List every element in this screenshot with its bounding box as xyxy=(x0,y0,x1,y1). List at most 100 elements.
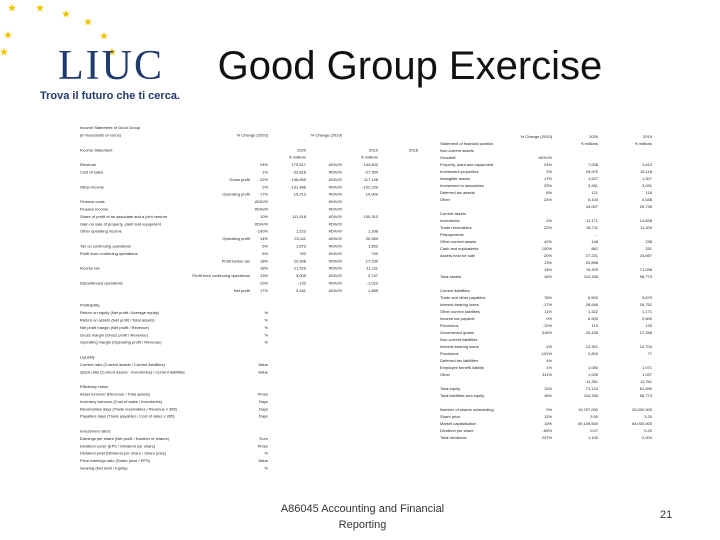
sheet-cell: 18,711 xyxy=(586,225,599,230)
sheet-cell: -27,354 xyxy=(364,169,378,174)
sheet-cell: 12,704 xyxy=(640,344,653,349)
sheet-cell: Dividend yield (Dividend per share / Sha… xyxy=(80,451,167,456)
sheet-cell: #DIV/0! xyxy=(329,273,342,278)
sheet-cell: Finance costs xyxy=(80,199,105,204)
sheet-cell: 144,502 xyxy=(364,162,379,167)
sheet-cell: #DIV/0! xyxy=(329,206,342,211)
sheet-cell: 20,898 xyxy=(586,260,599,265)
sheet-cell: Number of shares outstanding xyxy=(440,407,494,412)
sheet-cell: 13% xyxy=(544,260,552,265)
sheet-cell: 24% xyxy=(544,162,552,167)
sheet-cell: 1,100 xyxy=(588,435,599,440)
sheet-cell: Current ratio (Current assets / Current … xyxy=(80,362,166,367)
sheet-cell: #DIV/0! xyxy=(255,221,268,226)
sheet-cell: 1,527 xyxy=(588,176,599,181)
sheet-cell: Profit from continuing operations xyxy=(192,273,250,278)
sheet-cell: 14,828 xyxy=(640,218,653,223)
sheet-cell: -11,529 xyxy=(293,266,307,271)
sheet-cell: 34,007 xyxy=(586,204,599,209)
sheet-cell: Dividend per share xyxy=(440,428,474,433)
sheet-cell: 740 xyxy=(371,251,378,256)
sheet-cell: Gain on sale of property, plant and equi… xyxy=(80,221,162,226)
sheet-cell: Days xyxy=(259,399,268,404)
sheet-cell: Operating margin (Operating profit / Rev… xyxy=(80,340,162,345)
sheet-cell: 14% xyxy=(544,267,552,272)
sheet-cell: 4,548 xyxy=(642,197,653,202)
sheet-cell: #DIV/0! xyxy=(329,243,342,248)
sheet-cell: Provisions xyxy=(440,351,458,356)
sheet-cell: Earnings per share (Net profit / Number … xyxy=(80,436,170,441)
sheet-cell: #DIV/0! xyxy=(329,288,342,293)
sheet-cell: Assets held for sale xyxy=(440,253,476,258)
sheet-cell: 1,852 xyxy=(368,243,379,248)
sheet-cell: 20,000,000 xyxy=(632,407,653,412)
sheet-cell: Investment in associates xyxy=(440,183,484,188)
sheet-cell: Other operating income xyxy=(80,229,123,234)
sheet-cell: Liquidity xyxy=(80,354,95,359)
sheet-cell: Value xyxy=(258,369,269,374)
sheet-cell: Return on assets (Net profit / Total ass… xyxy=(80,317,155,322)
sheet-cell: 6% xyxy=(262,251,268,256)
sheet-cell: Share price xyxy=(440,414,461,419)
sheet-cell: Price earnings ratio (Share price / EPS) xyxy=(80,458,151,463)
sheet-cell: (in thousands of euros) xyxy=(80,132,122,137)
sheet-cell: 179,517 xyxy=(292,162,307,167)
sheet-cell: 2,800 xyxy=(588,351,599,356)
sheet-cell: -32,818 xyxy=(292,169,306,174)
sheet-cell: % xyxy=(264,451,268,456)
sheet-cell: 24% xyxy=(544,197,552,202)
sheet-cell: 20,438 xyxy=(586,330,599,335)
sheet-cell: #DIV/0! xyxy=(329,258,342,263)
sheet-cell: 2020 xyxy=(297,147,307,152)
sheet-cell: -131,486 xyxy=(290,184,307,189)
sheet-cell: 69,149,500 xyxy=(578,421,599,426)
sheet-cell: 1,171 xyxy=(642,309,653,314)
sheet-cell: Intangible assets xyxy=(440,176,470,181)
sheet-cell: 61,590 xyxy=(640,386,653,391)
sheet-cell: % Change (2020) xyxy=(237,132,269,137)
sheet-cell: Receivables days (Trade receivables / Re… xyxy=(80,406,178,411)
sheet-cell: 1,050 xyxy=(588,365,599,370)
sheet-cell: 20,308 xyxy=(294,258,307,263)
sheet-cell: Total equity xyxy=(440,386,460,391)
sheet-cell: 0.07 xyxy=(590,428,599,433)
sheet-cell: -100% xyxy=(256,229,268,234)
sheet-cell: % xyxy=(264,332,268,337)
sheet-cell: 7,008 xyxy=(588,162,599,167)
sheet-cell: 15,970 xyxy=(586,169,599,174)
sheet-cell: 1,071 xyxy=(642,365,653,370)
sheet-cell: 117,148 xyxy=(364,177,379,182)
sheet-cell: 15,118 xyxy=(640,169,653,174)
sheet-cell: 25,735 xyxy=(640,204,653,209)
sheet-cell: Income tax payable xyxy=(440,316,475,321)
sheet-cell: 121 xyxy=(591,190,598,195)
sheet-cell: 11,409 xyxy=(640,225,653,230)
sheet-cell: Investment ratios xyxy=(80,428,110,433)
sheet-cell: 5% xyxy=(262,243,268,248)
sheet-cell: 3,161 xyxy=(296,288,307,293)
sheet-cell: Other income xyxy=(80,184,105,189)
sheet-cell: 78% xyxy=(544,295,552,300)
sheet-cell: 18% xyxy=(260,258,268,263)
sheet-cell: ... xyxy=(595,232,598,237)
sheet-cell: 2019 xyxy=(643,134,653,139)
sheet-cell: 11,171 xyxy=(586,218,599,223)
sheet-cell: % Change (2019) xyxy=(311,132,343,137)
sheet-cell: 0% xyxy=(546,407,552,412)
sheet-cell: #DIV/0! xyxy=(329,177,342,182)
sheet-cell: Market capitalisation xyxy=(440,421,476,426)
sheet-cell: Discontinued operations xyxy=(80,280,123,285)
sheet-cell: 64,000,000 xyxy=(632,421,653,426)
sheet-cell: Deferred tax assets xyxy=(440,190,475,195)
sheet-cell: #DIV/0! xyxy=(329,236,342,241)
sheet-cell: 237% xyxy=(542,435,553,440)
sheet-cell: € millions xyxy=(581,141,598,146)
sheet-cell: Trade receivables xyxy=(440,225,472,230)
sheet-cell: 1,037 xyxy=(642,372,653,377)
sheet-cell: 2018 xyxy=(409,147,419,152)
sheet-cell: 17% xyxy=(260,192,268,197)
sheet-cell: 1% xyxy=(546,365,552,370)
sheet-cell: 16% xyxy=(544,393,552,398)
sheet-cell: 22% xyxy=(544,225,552,230)
sheet-cell: Net profit margin (Net profit / Revenue) xyxy=(80,325,150,330)
